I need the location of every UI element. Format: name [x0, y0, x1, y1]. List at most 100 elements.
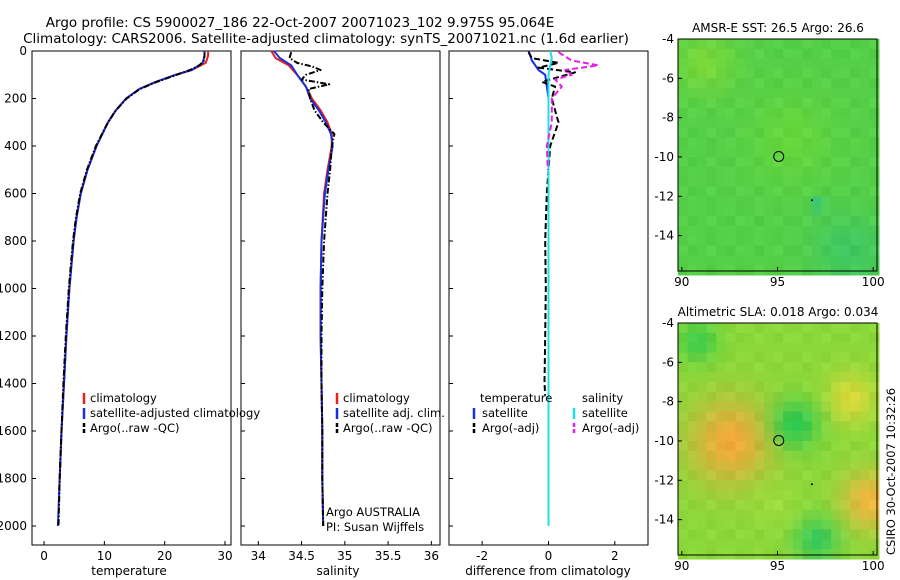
heatmap-cell [850, 176, 861, 187]
heatmap-cell [869, 176, 880, 187]
heatmap-cell [735, 137, 746, 148]
heatmap-cell [678, 323, 689, 334]
heatmap-cell [706, 342, 717, 354]
heatmap-cell [859, 342, 870, 354]
heatmap-cell [678, 157, 689, 168]
heatmap-cell [869, 441, 880, 452]
heatmap-cell [678, 117, 689, 128]
heatmap-cell [697, 157, 708, 168]
heatmap-cell [754, 225, 765, 237]
heatmap-cell [792, 382, 803, 393]
heatmap-cell [716, 245, 727, 256]
heatmap-cell [678, 470, 689, 481]
heatmap-cell [783, 107, 794, 119]
heatmap-cell [735, 441, 746, 452]
heatmap-cell [831, 391, 842, 403]
heatmap-cell [802, 372, 813, 383]
x-tick-label: 0 [545, 549, 553, 563]
heatmap-cell [735, 401, 746, 412]
heatmap-cell [802, 441, 813, 452]
heatmap-cell [687, 499, 698, 511]
heatmap-cell [831, 539, 842, 550]
heatmap-cell [687, 362, 698, 373]
heatmap-cell [687, 235, 698, 246]
map-y-tick-label: -4 [662, 32, 674, 46]
heatmap-cell [725, 78, 736, 89]
heatmap-cell [773, 88, 784, 99]
heatmap-cell [859, 176, 870, 187]
difference-xlabel: difference from climatology [465, 564, 631, 578]
heatmap-cell [687, 372, 698, 383]
heatmap-cell [831, 206, 842, 217]
heatmap-cell [764, 78, 775, 89]
heatmap-cell [697, 372, 708, 383]
series-line [57, 52, 206, 527]
heatmap-cell [840, 549, 851, 560]
heatmap-cell [783, 48, 794, 60]
heatmap-cell [687, 166, 698, 178]
x-tick-label: 10 [97, 549, 112, 563]
heatmap-cell [716, 362, 727, 373]
heatmap-cell [802, 98, 813, 109]
heatmap-cell [697, 245, 708, 256]
heatmap-cell [697, 549, 708, 560]
heatmap-cell [850, 332, 861, 344]
heatmap-cell [811, 323, 823, 334]
heatmap-cell [725, 215, 736, 227]
heatmap-cell [811, 225, 823, 237]
heatmap-cell [725, 519, 736, 530]
heatmap-cell [850, 147, 861, 158]
heatmap-cell [716, 421, 727, 432]
heatmap-cell [697, 215, 708, 227]
heatmap-cell [869, 401, 880, 412]
heatmap-cell [773, 265, 784, 276]
heatmap-cell [859, 421, 870, 432]
heatmap-cell [783, 176, 794, 187]
heatmap-cell [773, 470, 784, 481]
series-line [547, 50, 553, 526]
heatmap-cell [869, 549, 880, 560]
heatmap-cell [716, 39, 727, 50]
heatmap-cell [725, 362, 736, 373]
heatmap-cell [831, 460, 842, 471]
heatmap-cell [773, 186, 784, 197]
heatmap-cell [869, 323, 880, 334]
y-tick-label: 800 [4, 234, 27, 248]
heatmap-cell [802, 539, 813, 550]
heatmap-cell [764, 225, 775, 237]
heatmap-cell [687, 382, 698, 393]
heatmap-cell [783, 235, 794, 246]
heatmap-cell [783, 332, 794, 344]
heatmap-cell [840, 332, 851, 344]
heatmap-cell [792, 147, 803, 158]
heatmap-cell [754, 470, 765, 481]
y-tick-label: 400 [4, 139, 27, 153]
legend-label: Argo(..raw -QC) [90, 421, 180, 435]
heatmap-cell [706, 245, 717, 256]
heatmap-cell [754, 137, 765, 148]
heatmap-cell [821, 215, 832, 227]
heatmap-cell [821, 225, 832, 237]
heatmap-cell [754, 68, 765, 79]
heatmap-cell [754, 48, 765, 60]
heatmap-cell [678, 490, 689, 501]
heatmap-cell [764, 157, 775, 168]
heatmap-cell [831, 549, 842, 560]
heatmap-cell [802, 352, 813, 363]
heatmap-cell [859, 39, 870, 50]
heatmap-cell [821, 490, 832, 501]
heatmap-cell [716, 499, 727, 511]
heatmap-cell [764, 529, 775, 540]
salinity-annotation-2: PI: Susan Wijffels [326, 520, 424, 534]
heatmap-cell [697, 401, 708, 412]
heatmap-cell [850, 539, 861, 550]
heatmap-cell [831, 480, 842, 491]
heatmap-cell [725, 411, 736, 422]
heatmap-cell [811, 490, 823, 501]
heatmap-cell [735, 421, 746, 432]
heatmap-cell [678, 235, 689, 246]
heatmap-cell [764, 352, 775, 363]
heatmap-cell [840, 323, 851, 334]
heatmap-cell [783, 117, 794, 128]
heatmap-cell [840, 225, 851, 237]
